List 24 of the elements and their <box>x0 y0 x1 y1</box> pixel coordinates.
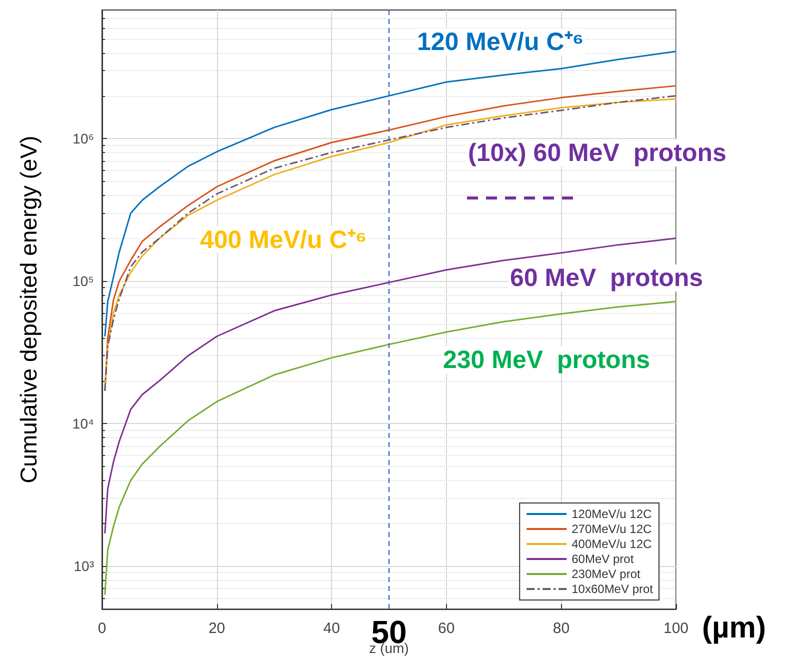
legend-label: 230MeV prot <box>572 567 641 581</box>
text: (µm) <box>702 612 766 644</box>
annotation: 60 MeV protons <box>510 264 704 292</box>
x-tick-label: 80 <box>552 620 570 638</box>
y-tick-label: 10³ <box>74 558 94 574</box>
legend-label: 400MeV/u 12C <box>572 537 652 551</box>
legend-label: 10x60MeV prot <box>572 582 654 596</box>
x-tick-label: 40 <box>323 620 340 638</box>
y-tick-label: 10⁴ <box>72 416 94 432</box>
x-tick-label: 60 <box>438 620 455 638</box>
y-tick-label: 10⁵ <box>72 273 94 290</box>
x-tick-label: 100 <box>663 620 689 638</box>
annotation: (10x) 60 MeV protons <box>468 139 726 167</box>
y-tick-label: 10⁶ <box>72 130 94 147</box>
legend-label: 270MeV/u 12C <box>572 522 652 536</box>
line-series <box>104 300 677 596</box>
annotation: 400 MeV/u C⁺⁶ <box>200 226 367 254</box>
legend-label: 120MeV/u 12C <box>572 507 652 521</box>
annotation: 120 MeV/u C⁺⁶ <box>417 28 584 56</box>
x-tick-label: 0 <box>98 620 106 638</box>
y-axis-title: Cumulative deposited energy (eV) <box>16 136 42 484</box>
legend-label: 60MeV prot <box>572 552 634 566</box>
annotation: 230 MeV protons <box>443 346 650 374</box>
x-tick-label: 20 <box>208 620 226 638</box>
